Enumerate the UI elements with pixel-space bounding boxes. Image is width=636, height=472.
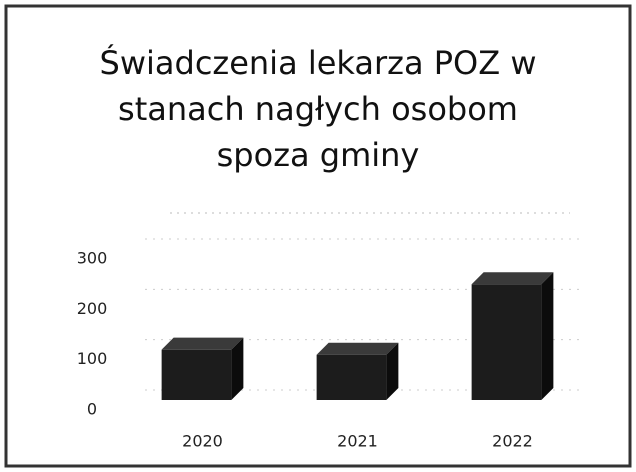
- y-tick-label: 0: [87, 400, 97, 419]
- y-tick-label: 100: [77, 349, 108, 368]
- frame-border: [4, 4, 632, 468]
- bar: [161, 349, 232, 400]
- y-tick-label: 200: [77, 299, 108, 318]
- y-tick-label: 300: [77, 249, 108, 268]
- bar-top: [161, 337, 244, 350]
- chart-title: Świadczenia lekarza POZ w stanach nagłyc…: [99, 44, 537, 174]
- bar: [471, 284, 542, 400]
- bar-side: [231, 337, 244, 400]
- x-tick-label: 2021: [337, 432, 378, 451]
- x-tick-label: 2020: [182, 432, 223, 451]
- x-tick-label: 2022: [492, 432, 533, 451]
- bar-top: [316, 342, 399, 355]
- bar-side: [541, 272, 554, 400]
- bar-side: [386, 342, 399, 400]
- bar-top: [471, 272, 554, 285]
- bar: [316, 354, 387, 400]
